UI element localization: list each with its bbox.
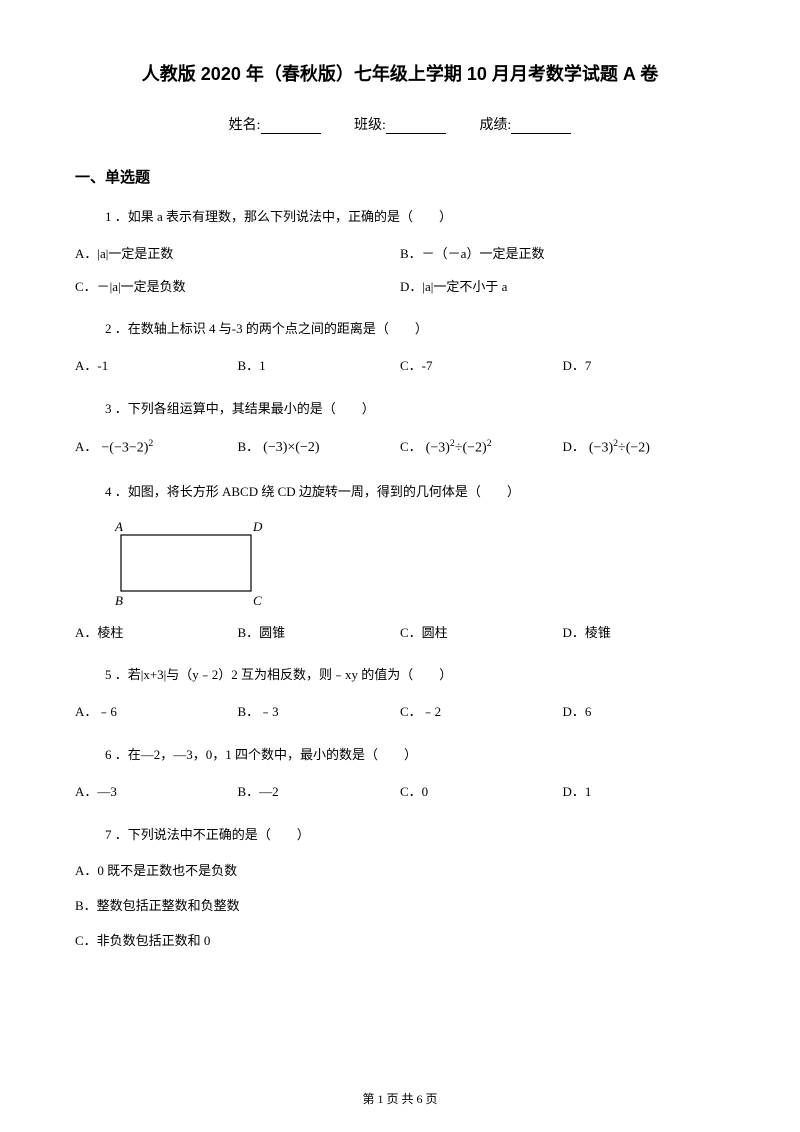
fig-label-a: A bbox=[114, 519, 123, 534]
q1-text: 1 ．如果 a 表示有理数，那么下列说法中，正确的是（ ） bbox=[105, 207, 725, 228]
q5-text: 5 ．若|x+3|与（y﹣2）2 互为相反数，则﹣xy 的值为（ ） bbox=[105, 665, 725, 686]
score-blank bbox=[511, 120, 571, 134]
q3-c-prefix: C． bbox=[400, 437, 422, 458]
q2-opt-a: A．-1 bbox=[75, 356, 238, 377]
fig-label-b: B bbox=[115, 593, 123, 605]
q6-opt-b: B．—2 bbox=[238, 782, 401, 803]
q6-options: A．—3 B．—2 C．0 D．1 bbox=[75, 782, 725, 803]
q1-opt-d: D．|a|一定不小于 a bbox=[400, 277, 725, 298]
q3-opt-b: B． (−3)×(−2) bbox=[238, 437, 401, 459]
page-footer: 第 1 页 共 6 页 bbox=[0, 1090, 800, 1107]
q4-opt-c: C．圆柱 bbox=[400, 623, 563, 644]
q7-text: 7 ．下列说法中不正确的是（ ） bbox=[105, 825, 725, 846]
q3-opt-d: D． (−3)2÷(−2) bbox=[563, 436, 726, 460]
section-1-header: 一、单选题 bbox=[75, 166, 725, 187]
q6-opt-c: C．0 bbox=[400, 782, 563, 803]
q4-opt-b: B．圆锥 bbox=[238, 623, 401, 644]
student-info-line: 姓名: 班级: 成绩: bbox=[75, 114, 725, 134]
q4-options: A．棱柱 B．圆锥 C．圆柱 D．棱锥 bbox=[75, 623, 725, 644]
q3-b-math: (−3)×(−2) bbox=[263, 437, 319, 459]
q1-opt-b: B．－（－a）一定是正数 bbox=[400, 244, 725, 265]
q1-options-row1: A．|a|一定是正数 B．－（－a）一定是正数 bbox=[75, 244, 725, 265]
q2-opt-b: B．1 bbox=[238, 356, 401, 377]
q3-c-math: (−3)2÷(−2)2 bbox=[426, 436, 492, 460]
q2-options: A．-1 B．1 C．-7 D．7 bbox=[75, 356, 725, 377]
q5-opt-a: A．﹣6 bbox=[75, 702, 238, 723]
q3-opt-c: C． (−3)2÷(−2)2 bbox=[400, 436, 563, 460]
q4-opt-a: A．棱柱 bbox=[75, 623, 238, 644]
q5-opt-b: B．﹣3 bbox=[238, 702, 401, 723]
q6-text: 6 ．在—2，—3，0，1 四个数中，最小的数是（ ） bbox=[105, 745, 725, 766]
q2-text: 2 ．在数轴上标识 4 与-3 的两个点之间的距离是（ ） bbox=[105, 319, 725, 340]
q4-figure: A D B C bbox=[113, 519, 725, 605]
exam-title: 人教版 2020 年（春秋版）七年级上学期 10 月月考数学试题 A 卷 bbox=[75, 60, 725, 86]
q7-opt-b: B．整数包括正整数和负整数 bbox=[75, 896, 725, 917]
q3-opt-a: A． −(−3−2)2 bbox=[75, 436, 238, 460]
class-label: 班级: bbox=[354, 118, 386, 133]
score-label: 成绩: bbox=[479, 118, 511, 133]
q3-text: 3 ．下列各组运算中，其结果最小的是（ ） bbox=[105, 399, 725, 420]
q2-opt-d: D．7 bbox=[563, 356, 726, 377]
q3-a-prefix: A． bbox=[75, 437, 97, 458]
q5-opt-c: C．﹣2 bbox=[400, 702, 563, 723]
q4-opt-d: D．棱锥 bbox=[563, 623, 726, 644]
fig-label-c: C bbox=[253, 593, 262, 605]
q7-opt-c: C．非负数包括正数和 0 bbox=[75, 931, 725, 952]
q6-opt-d: D．1 bbox=[563, 782, 726, 803]
q3-options: A． −(−3−2)2 B． (−3)×(−2) C． (−3)2÷(−2)2 … bbox=[75, 436, 725, 460]
class-blank bbox=[386, 120, 446, 134]
q6-opt-a: A．—3 bbox=[75, 782, 238, 803]
q3-d-prefix: D． bbox=[563, 437, 585, 458]
q4-text: 4 ．如图，将长方形 ABCD 绕 CD 边旋转一周，得到的几何体是（ ） bbox=[105, 482, 725, 503]
q7-opt-a: A．0 既不是正数也不是负数 bbox=[75, 861, 725, 882]
q3-b-prefix: B． bbox=[238, 437, 260, 458]
q1-opt-a: A．|a|一定是正数 bbox=[75, 244, 400, 265]
name-blank bbox=[261, 120, 321, 134]
q2-opt-c: C．-7 bbox=[400, 356, 563, 377]
fig-label-d: D bbox=[252, 519, 263, 534]
q3-a-math: −(−3−2)2 bbox=[101, 436, 153, 460]
q3-d-math: (−3)2÷(−2) bbox=[589, 436, 650, 460]
q1-opt-c: C．－|a|一定是负数 bbox=[75, 277, 400, 298]
name-label: 姓名: bbox=[229, 118, 261, 133]
q5-options: A．﹣6 B．﹣3 C．﹣2 D．6 bbox=[75, 702, 725, 723]
q5-opt-d: D．6 bbox=[563, 702, 726, 723]
q1-options-row2: C．－|a|一定是负数 D．|a|一定不小于 a bbox=[75, 277, 725, 298]
